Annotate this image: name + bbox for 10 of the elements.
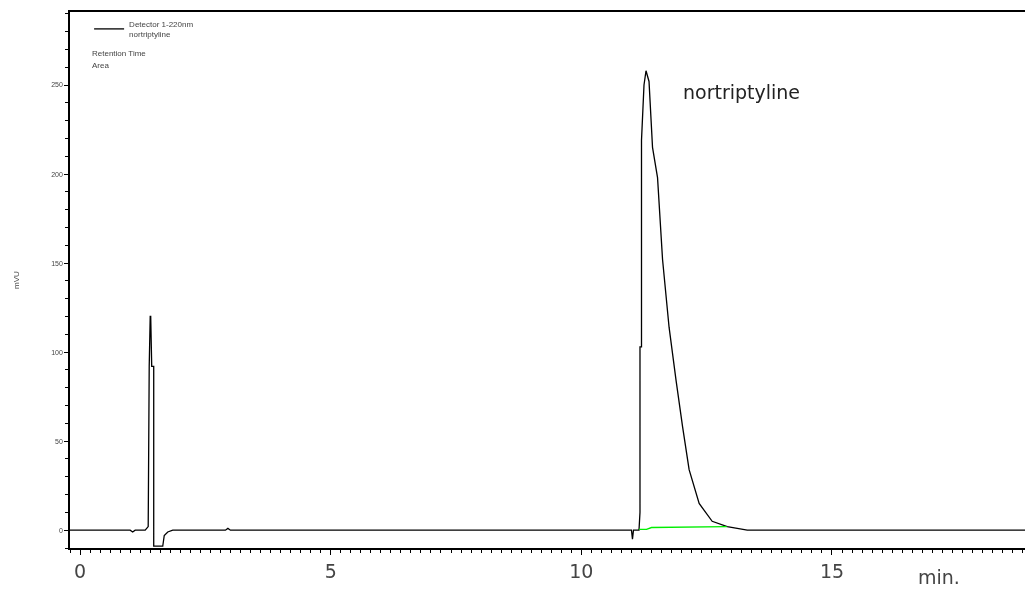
annotation: Area [92,61,110,70]
y-axis-title: mVU [12,270,22,289]
x-tick-label: 5 [324,559,337,582]
legend-label: Detector 1-220nm nortriptyline [129,19,194,40]
x-tick-label: 10 [569,559,594,582]
x-tick-label: 0 [73,559,87,582]
x-axis-title: min. [918,566,960,588]
x-tick-label: 15 [819,559,845,582]
annotation: nortriptyline [683,81,801,103]
annotation: Retention Time [92,49,147,58]
